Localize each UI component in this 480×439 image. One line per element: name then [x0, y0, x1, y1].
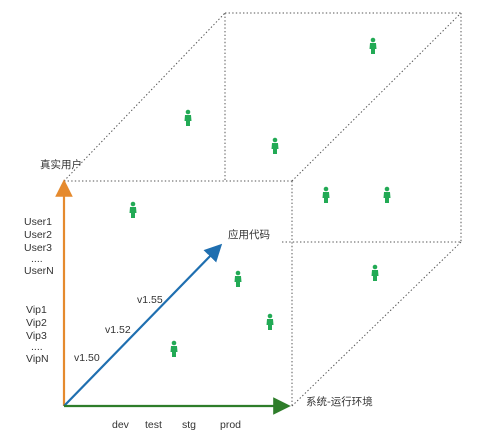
vip-list: Vip1 Vip2 Vip3 .... VipN	[26, 304, 49, 365]
person-icon	[372, 265, 379, 281]
version-list: v1.50 v1.52 v1.55	[74, 294, 163, 364]
person-icon	[171, 341, 178, 357]
user-label: ....	[31, 253, 43, 265]
vip-label: Vip1	[26, 304, 47, 316]
person-icon	[267, 314, 274, 330]
environment-label: prod	[220, 419, 241, 431]
user-label: User1	[24, 216, 52, 228]
vip-label: ....	[31, 341, 43, 353]
z-axis-title: 应用代码	[228, 228, 270, 241]
environment-label: test	[145, 419, 162, 431]
user-list: User1 User2 User3 .... UserN	[24, 216, 54, 277]
z-axis-arrow	[64, 250, 216, 406]
version-label: v1.50	[74, 352, 100, 364]
user-label: UserN	[24, 265, 54, 277]
environment-list: dev test stg prod	[112, 419, 241, 431]
person-icon	[370, 38, 377, 54]
y-axis-title: 真实用户	[40, 158, 82, 171]
version-label: v1.52	[105, 324, 131, 336]
person-icon	[185, 110, 192, 126]
environment-label: stg	[182, 419, 196, 431]
top-right-connector	[292, 13, 461, 181]
person-icon	[323, 187, 330, 203]
version-label: v1.55	[137, 294, 163, 306]
person-icons	[130, 38, 391, 357]
x-axis-title: 系统-运行环境	[306, 395, 373, 408]
top-left-connector	[64, 13, 225, 181]
person-icon	[130, 202, 137, 218]
person-icon	[272, 138, 279, 154]
user-label: User2	[24, 229, 52, 241]
vip-label: Vip2	[26, 317, 47, 329]
vip-label: VipN	[26, 353, 49, 365]
axes	[64, 188, 282, 406]
environment-label: dev	[112, 419, 130, 431]
person-icon	[235, 271, 242, 287]
person-icon	[384, 187, 391, 203]
cube-edges	[64, 13, 461, 406]
